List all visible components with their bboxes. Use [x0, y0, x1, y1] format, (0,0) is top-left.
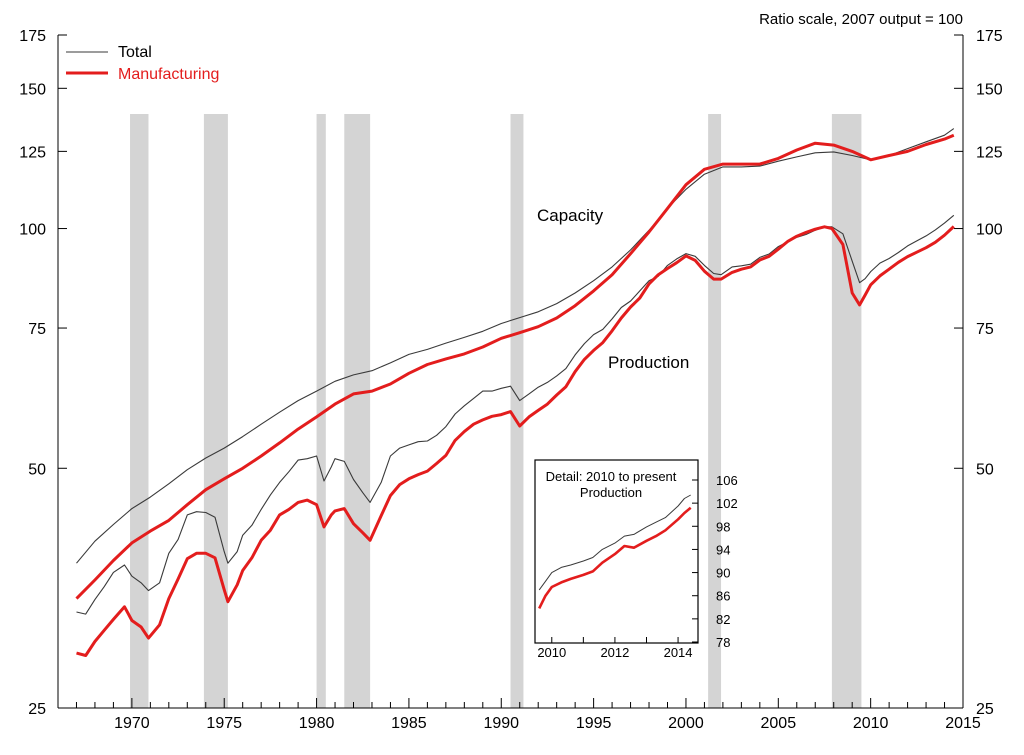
recession-band-0 — [130, 114, 149, 708]
production-annotation: Production — [608, 353, 689, 372]
x-tick-label: 2005 — [761, 715, 797, 732]
main-axes: 25 25 50 50 75 75 100 100 125 125 150 150 175 175 1970… — [19, 28, 1003, 732]
inset-series-line-1 — [538, 506, 692, 609]
legend-total-label: Total — [118, 44, 152, 61]
recession-band-6 — [831, 114, 862, 708]
x-tick-label: 1985 — [391, 715, 427, 732]
inset-x-tick-label: 2010 — [537, 645, 566, 660]
recession-band-1 — [203, 114, 228, 708]
y-tick-label-right: 25 — [976, 701, 994, 718]
inset-y-tick-label: 94 — [716, 542, 730, 557]
y-tick-label-right: 50 — [976, 461, 994, 478]
inset-chart: Detail: 2010 to present Production 78 82 8… — [534, 459, 738, 660]
x-tick-label: 1990 — [483, 715, 519, 732]
inset-y-tick-label: 90 — [716, 566, 730, 581]
y-tick-label-right: 150 — [976, 81, 1003, 98]
capacity-annotation: Capacity — [537, 206, 604, 225]
x-tick-label: 2000 — [668, 715, 704, 732]
y-tick-label-left: 100 — [19, 222, 46, 239]
recession-bands — [130, 114, 862, 708]
y-tick-label-left: 75 — [28, 321, 46, 338]
legend-manufacturing-label: Manufacturing — [118, 66, 219, 83]
scale-note: Ratio scale, 2007 output = 100 — [759, 11, 963, 28]
inset-y-tick-label: 82 — [716, 612, 730, 627]
recession-band-5 — [708, 114, 722, 708]
series-lines — [75, 128, 955, 657]
inset-axes: 78 82 86 90 94 98 102 106 2010 2012 2014 — [537, 473, 737, 660]
legend: Total Manufacturing — [66, 44, 219, 83]
y-tick-label-left: 50 — [28, 461, 46, 478]
inset-y-tick-label: 98 — [716, 519, 730, 534]
y-tick-label-right: 125 — [976, 144, 1003, 161]
y-tick-label-right: 175 — [976, 28, 1003, 45]
y-tick-label-left: 150 — [19, 81, 46, 98]
inset-title: Detail: 2010 to present — [546, 469, 677, 484]
inset-x-tick-label: 2014 — [664, 645, 693, 660]
x-tick-label: 1970 — [114, 715, 150, 732]
y-tick-label-left: 175 — [19, 28, 46, 45]
inset-subtitle: Production — [580, 485, 642, 500]
inset-series-lines — [538, 494, 692, 609]
y-tick-label-left: 125 — [19, 144, 46, 161]
series-line-3 — [76, 225, 955, 657]
recession-band-4 — [510, 114, 524, 708]
recession-band-3 — [344, 114, 371, 708]
x-tick-label: 1995 — [576, 715, 612, 732]
inset-y-tick-label: 106 — [716, 473, 738, 488]
y-tick-label-left: 25 — [28, 701, 46, 718]
inset-y-tick-label: 78 — [716, 635, 730, 650]
recession-band-2 — [316, 114, 326, 708]
series-line-1 — [75, 133, 955, 600]
inset-y-tick-label: 86 — [716, 589, 730, 604]
x-tick-label: 2015 — [945, 715, 981, 732]
inset-series-line-0 — [538, 494, 691, 591]
y-tick-label-right: 100 — [976, 222, 1003, 239]
y-tick-label-right: 75 — [976, 321, 994, 338]
x-tick-label: 1975 — [206, 715, 242, 732]
inset-y-tick-label: 102 — [716, 496, 738, 511]
inset-x-tick-label: 2012 — [600, 645, 629, 660]
x-tick-label: 2010 — [853, 715, 889, 732]
series-line-0 — [76, 128, 955, 564]
x-tick-label: 1980 — [299, 715, 335, 732]
